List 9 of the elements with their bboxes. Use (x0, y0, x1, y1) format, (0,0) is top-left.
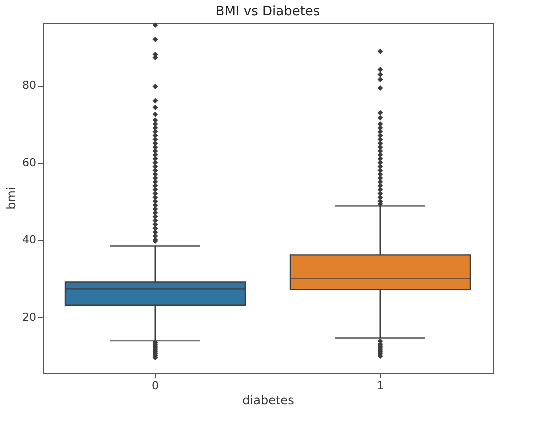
chart-title: BMI vs Diabetes (216, 4, 320, 20)
y-axis-title: bmi (4, 187, 19, 210)
x-axis-title: diabetes (242, 394, 294, 408)
y-tick-label: 40 (22, 234, 36, 247)
x-tick-label: 1 (377, 380, 384, 392)
y-tick-label: 80 (22, 79, 36, 92)
x-tick-label: 0 (152, 380, 159, 392)
y-tick-label: 20 (22, 310, 36, 324)
y-tick-label: 60 (22, 156, 36, 170)
